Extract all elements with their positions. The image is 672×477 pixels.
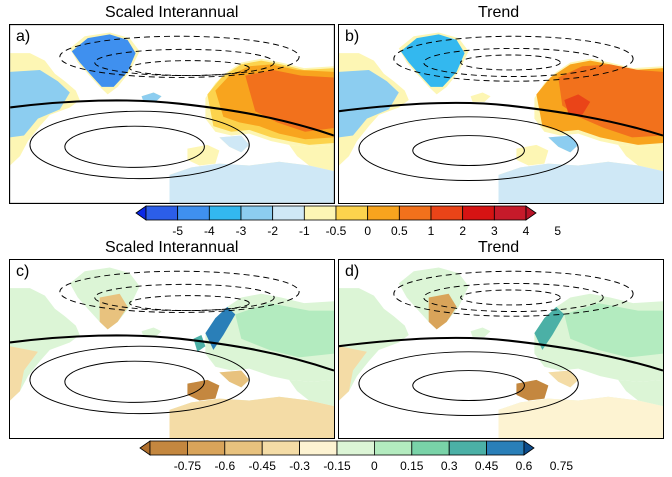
colorbar-temperature-tick-label: 2 <box>459 224 466 238</box>
colorbar-temperature-tick-label: -0.5 <box>326 224 347 238</box>
wet-anomaly-uk <box>193 334 206 352</box>
colorbar-precipitation-tick-label: -0.6 <box>214 459 235 473</box>
cold-anomaly-greenland <box>71 34 136 87</box>
colorbar-precipitation-tick-label: -0.3 <box>289 459 310 473</box>
colorbar-precipitation-arrow-low <box>139 440 151 456</box>
cold-anomaly-greenland <box>400 34 465 87</box>
colorbar-precipitation-tick-label: 0.3 <box>441 459 458 473</box>
colorbar-temperature-swatch <box>208 205 242 221</box>
colorbar-temperature: -5 -4 -3 -2 -1 -0.5 0 0.5 1 2 3 4 5 <box>135 205 561 240</box>
colorbar-temperature-tick-label: 0 <box>364 224 371 238</box>
panel-d-label: d) <box>345 263 360 280</box>
dry-anomaly-africa <box>498 396 663 438</box>
colorbar-temperature-svg: -5 -4 -3 -2 -1 -0.5 0 0.5 1 2 3 4 5 <box>135 205 561 238</box>
colorbar-temperature-tick-label: -5 <box>172 224 183 238</box>
map-panel-b: b) <box>338 24 664 204</box>
colorbar-precipitation-arrow-high <box>523 440 535 456</box>
dry-anomaly-africa <box>169 396 334 438</box>
panel-c-label: c) <box>16 263 30 280</box>
colorbar-temperature-swatch <box>177 205 210 221</box>
colorbar-temperature-swatch <box>272 205 305 221</box>
colorbar-precipitation-swatch <box>187 440 226 456</box>
wet-anomaly-europe <box>564 303 663 358</box>
warm-anomaly-russia <box>558 64 663 138</box>
colorbar-precipitation-svg: -0.75 -0.6 -0.45 -0.3 -0.15 0 0.15 0.3 0.45 0.6 0.… <box>139 440 573 473</box>
colorbar-temperature-tick-label: 3 <box>491 224 498 238</box>
colorbar-temperature-tick-label: -3 <box>236 224 247 238</box>
colorbar-temperature-tick-label: 1 <box>428 224 435 238</box>
panel-a-label: a) <box>16 28 31 45</box>
map-panel-d: d) <box>338 259 664 439</box>
colorbar-precipitation-swatch <box>299 440 338 456</box>
slp-zero-contour <box>339 101 663 137</box>
colorbar-precipitation-swatch <box>373 440 413 456</box>
colorbar-precipitation-swatch <box>486 440 525 456</box>
colorbar-temperature-tick-label: 5 <box>554 224 561 238</box>
colorbar-temperature-swatch <box>398 205 432 221</box>
colorbar-precipitation-tick-label: 0.75 <box>550 459 574 473</box>
wet-anomaly-europe <box>235 303 334 358</box>
colorbar-temperature-swatch <box>240 205 274 221</box>
colorbar-precipitation-tick-label: 0 <box>371 459 378 473</box>
colorbar-precipitation-swatch <box>149 440 188 456</box>
colorbar-temperature-swatch <box>462 205 495 221</box>
colorbar-temperature-tick-label: 4 <box>523 224 530 238</box>
panel-a-title: Scaled Interannual <box>105 4 239 21</box>
slp-contours-negative <box>59 35 300 78</box>
dry-anomaly-iberia <box>187 379 220 401</box>
panel-d-title: Trend <box>478 239 520 256</box>
cool-anomaly-africa <box>169 161 334 203</box>
panel-c-title: Scaled Interannual <box>105 239 239 256</box>
dry-anomaly-canada <box>10 346 38 401</box>
map-panel-c: c) <box>9 259 335 439</box>
colorbar-precipitation-swatch <box>336 440 375 456</box>
wet-anomaly-scandinavia <box>534 306 565 350</box>
panel-b-label: b) <box>345 28 360 45</box>
dry-anomaly-mediterranean <box>548 370 579 388</box>
colorbar-precipitation: -0.75 -0.6 -0.45 -0.3 -0.15 0 0.15 0.3 0.45 0.6 0.… <box>139 440 573 475</box>
colorbar-temperature-swatch <box>145 205 179 221</box>
map-panel-a: a) <box>9 24 335 204</box>
slp-contours-positive <box>29 345 250 415</box>
slp-zero-contour <box>339 336 663 372</box>
slp-zero-contour <box>10 334 334 372</box>
colorbar-precipitation-tick-label: -0.75 <box>174 459 202 473</box>
dry-anomaly-canada <box>339 346 367 401</box>
colorbar-precipitation-tick-label: 0.45 <box>475 459 499 473</box>
slp-contours-negative <box>393 270 634 317</box>
colorbar-temperature-swatch <box>303 205 337 221</box>
warm-anomaly-core <box>564 94 591 115</box>
colorbar-temperature-swatch <box>493 205 527 221</box>
slp-contours-positive <box>358 351 579 416</box>
colorbar-temperature-tick-label: -4 <box>204 224 215 238</box>
colorbar-precipitation-swatch <box>261 440 300 456</box>
colorbar-temperature-swatch <box>335 205 369 221</box>
cool-anomaly-africa <box>498 161 663 203</box>
colorbar-precipitation-tick-label: 0.15 <box>400 459 424 473</box>
colorbar-temperature-swatch <box>367 205 400 221</box>
colorbar-precipitation-tick-label: 0.6 <box>516 459 533 473</box>
colorbar-precipitation-swatch <box>224 440 263 456</box>
colorbar-precipitation-swatch <box>411 440 450 456</box>
colorbar-temperature-tick-label: 0.5 <box>391 224 408 238</box>
colorbar-precipitation-tick-label: -0.15 <box>323 459 351 473</box>
slp-contours-positive <box>358 116 579 181</box>
slp-contours-negative <box>59 270 300 313</box>
colorbar-temperature-arrow-low <box>135 205 147 221</box>
cold-anomaly-iceland <box>141 92 162 102</box>
panel-b-title: Trend <box>478 4 520 21</box>
slp-contours-positive <box>29 110 250 180</box>
cold-anomaly-canada <box>339 69 399 138</box>
colorbar-temperature-swatch <box>430 205 464 221</box>
colorbar-precipitation-tick-label: -0.45 <box>249 459 277 473</box>
dry-anomaly-greenland <box>428 293 457 330</box>
colorbar-temperature-tick-label: -1 <box>299 224 310 238</box>
slp-zero-contour <box>10 99 334 137</box>
colorbar-precipitation-swatch <box>448 440 488 456</box>
dry-anomaly-greenland <box>99 293 128 330</box>
dry-anomaly-mediterranean <box>219 370 250 388</box>
colorbar-temperature-arrow-high <box>525 205 537 221</box>
wet-anomaly-scandinavia <box>205 306 236 350</box>
colorbar-temperature-tick-label: -2 <box>267 224 278 238</box>
